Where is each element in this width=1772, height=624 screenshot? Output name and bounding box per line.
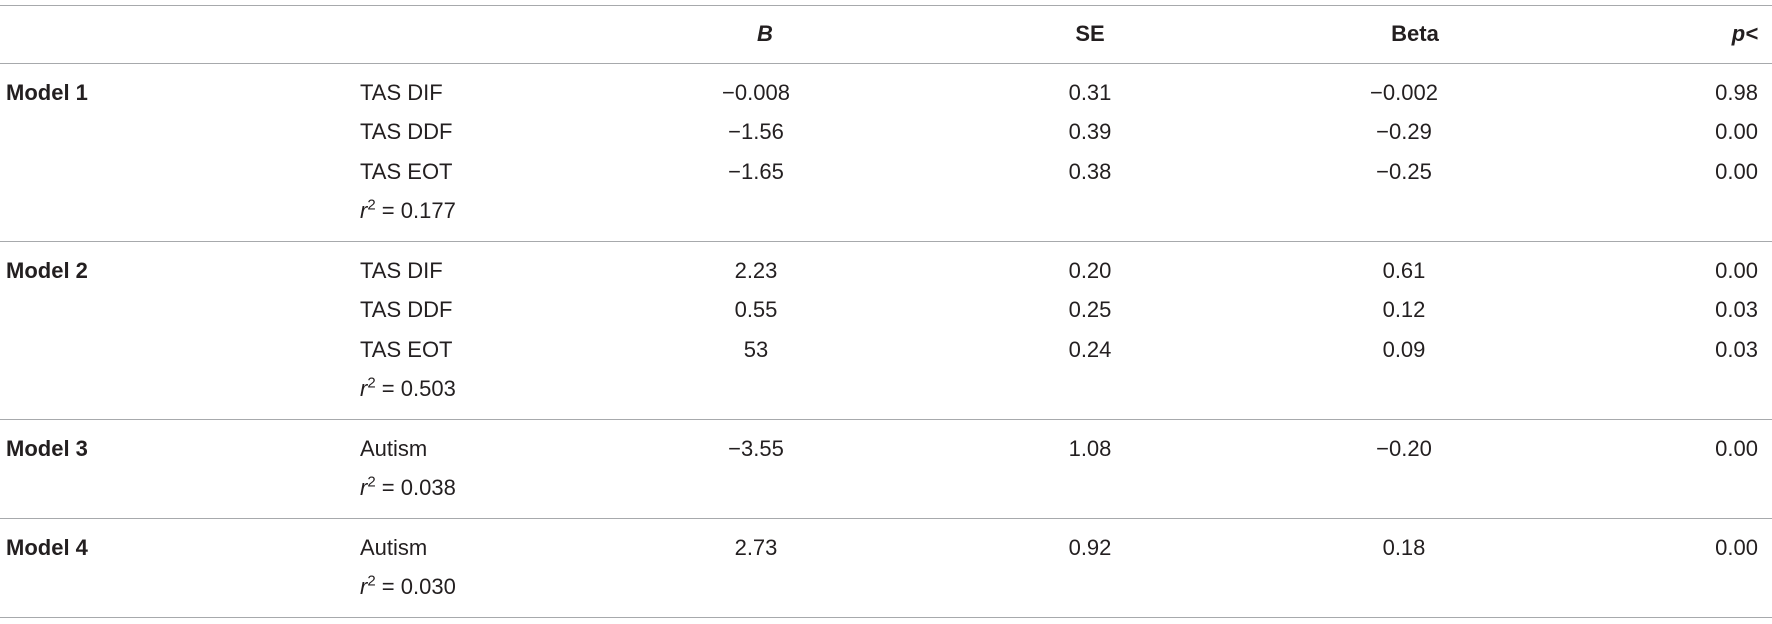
cell: 0.20 (1068, 257, 1112, 283)
cell: 0.00 (1715, 158, 1758, 184)
rule-line (0, 617, 1772, 619)
fit-symbol: r (360, 475, 368, 501)
fit-relation: = (381, 375, 395, 401)
fit-relation: = (381, 574, 395, 600)
cell: 0.18 (1382, 535, 1426, 561)
cell: 1.08 (1068, 435, 1112, 461)
fit-exponent: 2 (367, 473, 376, 491)
cell: 0.38 (1068, 158, 1112, 184)
cell: −1.65 (728, 158, 784, 184)
model-name: Model 4 (6, 535, 88, 561)
cell: −0.008 (722, 80, 790, 105)
predictor: Autism (360, 535, 428, 561)
model-name: Model 2 (6, 257, 88, 283)
cell: 0.55 (734, 297, 778, 323)
column-header: B (757, 21, 773, 46)
predictor: TAS DDF (360, 297, 453, 323)
cell: 0.98 (1715, 80, 1758, 105)
rule-line (0, 418, 1772, 420)
fit-statistic: r2 = 0.038 (360, 475, 456, 501)
fit-relation: = (381, 475, 395, 501)
cell: 0.00 (1715, 257, 1758, 283)
cell: 0.00 (1715, 119, 1758, 145)
column-header: p< (1731, 21, 1758, 46)
fit-value: 0.177 (400, 197, 456, 223)
cell: −0.002 (1370, 80, 1438, 105)
fit-value: 0.038 (400, 475, 456, 501)
fit-exponent: 2 (367, 196, 376, 214)
fit-statistic: r2 = 0.030 (360, 574, 456, 600)
model-name: Model 1 (6, 80, 88, 105)
cell: 0.03 (1715, 336, 1758, 362)
fit-relation: = (381, 197, 395, 223)
cell: 0.39 (1068, 119, 1112, 145)
predictor: TAS EOT (360, 158, 453, 184)
predictor: TAS DIF (360, 257, 443, 283)
rule-line (0, 518, 1772, 520)
fit-value: 0.030 (400, 574, 456, 600)
rule-line (0, 5, 1772, 6)
cell: −3.55 (728, 435, 784, 461)
cell: 0.24 (1068, 336, 1112, 362)
rule-line (0, 240, 1772, 242)
cell: −0.20 (1376, 435, 1432, 461)
fit-exponent: 2 (367, 374, 376, 392)
cell: 2.23 (734, 257, 778, 283)
fit-statistic: r2 = 0.503 (360, 374, 456, 402)
column-header: Beta (1391, 21, 1439, 46)
predictor: TAS EOT (360, 336, 453, 362)
cell: 0.00 (1715, 435, 1758, 461)
cell: 0.12 (1382, 297, 1426, 323)
cell: 2.73 (734, 535, 778, 561)
cell: −0.25 (1376, 158, 1432, 184)
cell: 0.92 (1068, 535, 1112, 561)
fit-value: 0.503 (400, 375, 456, 401)
cell: 0.00 (1715, 535, 1758, 561)
cell: −1.56 (728, 119, 784, 145)
fit-exponent: 2 (367, 573, 376, 591)
predictor: TAS DIF (360, 80, 443, 105)
cell: 53 (743, 336, 769, 362)
predictor: Autism (360, 435, 428, 461)
model-name: Model 3 (6, 435, 88, 461)
column-header: SE (1075, 21, 1105, 46)
fit-symbol: r (360, 574, 368, 600)
cell: 0.61 (1382, 257, 1426, 283)
rule-line (0, 63, 1772, 64)
cell: 0.09 (1382, 336, 1426, 362)
fit-statistic: r2 = 0.177 (360, 198, 456, 224)
fit-symbol: r (360, 375, 368, 401)
fit-symbol: r (360, 197, 368, 223)
cell: 0.31 (1068, 80, 1112, 105)
cell: −0.29 (1376, 119, 1432, 145)
predictor: TAS DDF (360, 119, 453, 145)
cell: 0.03 (1715, 297, 1758, 323)
cell: 0.25 (1068, 297, 1112, 323)
